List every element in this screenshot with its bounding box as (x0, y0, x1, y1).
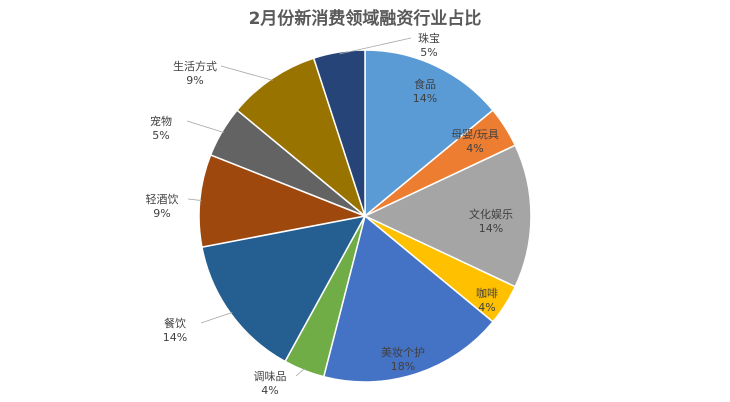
slice-percent-6: 14% (163, 331, 187, 344)
slice-percent-2: 14% (479, 222, 503, 235)
slice-label-1: 母婴/玩具 (451, 128, 499, 141)
leader-line-6 (200, 312, 233, 324)
slice-label-7: 轻酒饮 (146, 192, 179, 206)
pie-slice-10 (312, 49, 366, 217)
pie-slice-6 (201, 214, 367, 363)
slice-label-4: 美妆个护 (381, 345, 425, 359)
leader-line-9 (220, 65, 273, 81)
pie-slices (198, 49, 532, 383)
slice-percent-4: 18% (391, 360, 415, 373)
pie-slice-0 (364, 49, 494, 218)
pie-slice-4 (322, 214, 494, 383)
leader-line-8 (186, 120, 224, 133)
leader-line-7 (187, 198, 202, 201)
leader-lines (186, 37, 412, 377)
slice-percent-9: 9% (186, 74, 203, 87)
pie-slice-9 (236, 57, 367, 219)
slice-percent-0: 14% (413, 92, 437, 105)
slice-label-5: 调味品 (254, 370, 287, 383)
slice-label-8: 宠物 (150, 114, 172, 128)
slice-percent-3: 4% (478, 301, 495, 314)
slice-label-0: 食品 (414, 77, 436, 91)
slice-label-9: 生活方式 (173, 59, 217, 73)
pie-slice-2 (363, 144, 532, 288)
slice-percent-8: 5% (152, 129, 169, 142)
leader-line-5 (295, 368, 305, 377)
slice-label-6: 餐饮 (164, 316, 186, 330)
slice-percent-5: 4% (261, 384, 278, 397)
slice-label-2: 文化娱乐 (469, 207, 513, 221)
slice-label-10: 珠宝 (418, 31, 440, 45)
slice-percent-10: 5% (420, 46, 437, 59)
slice-percent-7: 9% (153, 207, 170, 220)
slice-percent-1: 4% (466, 142, 483, 155)
chart-title: 2月份新消费领域融资行业占比 (248, 9, 482, 29)
slice-label-3: 咖啡 (476, 286, 498, 300)
slice-labels: 食品14%母婴/玩具4%文化娱乐14%咖啡4%美妆个护18%调味品4%餐饮14%… (146, 31, 514, 397)
leader-line-10 (339, 37, 412, 55)
